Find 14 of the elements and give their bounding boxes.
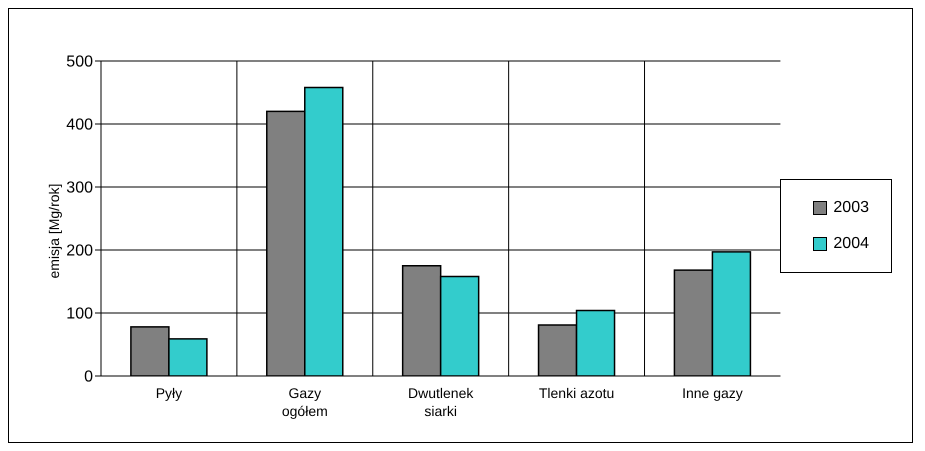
y-tick-label: 400: [66, 116, 94, 134]
y-tick-label: 0: [84, 368, 94, 386]
x-tick-label: Pyły: [156, 385, 182, 401]
y-tick-label: 300: [66, 180, 94, 197]
x-tick-label: Tlenki azotu: [538, 385, 614, 401]
legend-label: 2003: [833, 198, 869, 216]
y-tick-label: 200: [66, 242, 94, 260]
x-tick-label: Gazy ogółem: [282, 385, 328, 419]
legend-label: 2004: [833, 234, 869, 252]
x-tick-label: Inne gazy: [682, 385, 743, 401]
y-axis-title: emisja [Mg/rok]: [46, 184, 62, 278]
x-tick-label: Dwutlenek siarki: [408, 385, 474, 419]
y-tick-label: 500: [66, 54, 94, 71]
y-tick-label: 100: [66, 306, 94, 323]
